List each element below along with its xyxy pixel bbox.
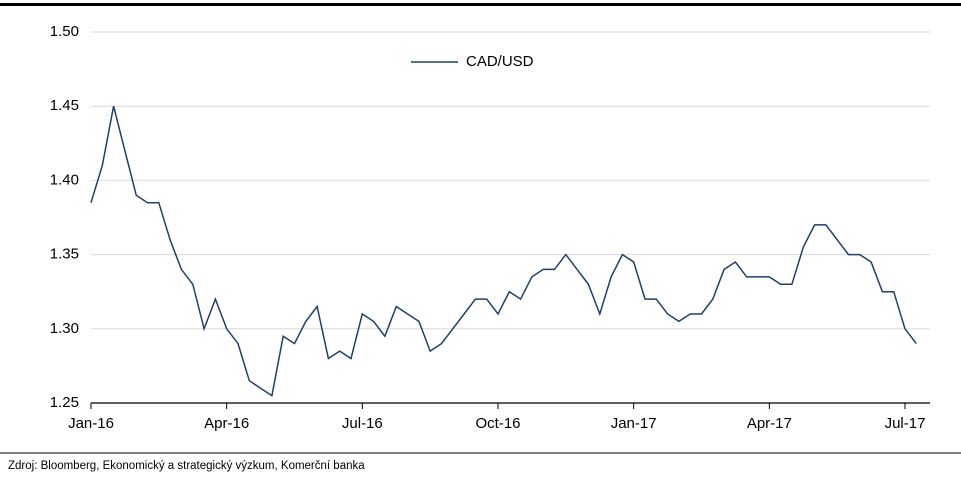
top-rule [0,3,961,6]
y-tick-label: 1.30 [50,320,79,337]
source: Zdroj: Bloomberg, Ekonomický a strategic… [8,460,365,472]
y-tick-label: 1.50 [50,23,79,40]
x-tick-label: Jul-17 [885,415,926,432]
line [90,106,917,397]
x-tick-label: Jan-17 [611,415,657,432]
x-tick-label: Oct-16 [475,415,520,432]
y-tick-label: 1.35 [50,246,79,263]
y-tick-label: 1.25 [50,394,79,411]
x-tick-label: Jan-16 [68,415,114,432]
x-tick-label: Jul-16 [342,415,383,432]
y-tick-label: 1.40 [50,171,79,188]
x-tick-label: Apr-16 [204,415,249,432]
legend-label: CAD/USD [466,53,534,70]
y-tick-label: 1.45 [50,97,79,114]
x-tick-label: Apr-17 [747,415,792,432]
